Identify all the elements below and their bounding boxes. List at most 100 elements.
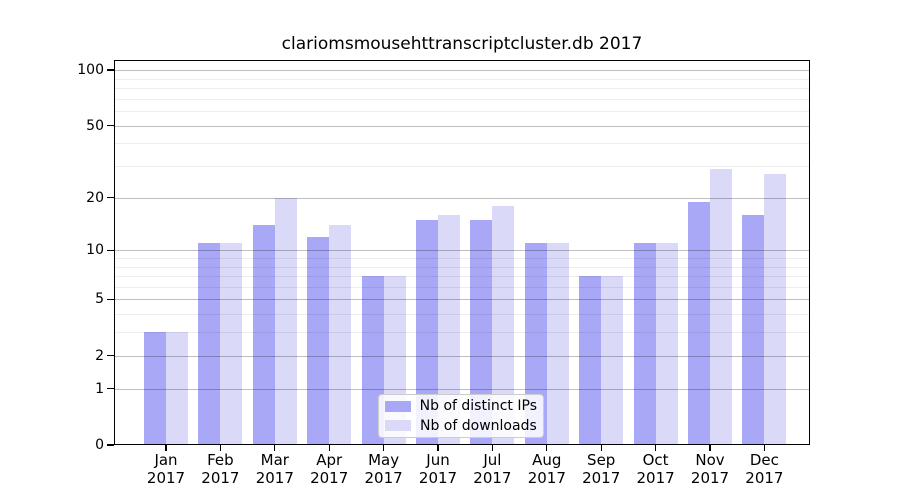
- x-axis-label: Jul 2017: [452, 451, 532, 487]
- bar-distinct-ips: [579, 276, 602, 445]
- y-axis-tick-mark: [107, 197, 114, 199]
- minor-gridline: [114, 258, 810, 259]
- bar-downloads: [274, 197, 297, 445]
- x-axis-label-year: 2017: [636, 468, 675, 487]
- y-axis-tick-mark: [107, 355, 114, 357]
- bar-distinct-ips: [416, 219, 438, 445]
- legend-swatch-downloads: [385, 420, 411, 432]
- x-axis-label-year: 2017: [310, 468, 349, 487]
- y-axis-tick-label: 5: [95, 291, 104, 308]
- legend-label-distinct-ips: Nb of distinct IPs: [419, 398, 537, 415]
- bar-distinct-ips: [198, 243, 221, 445]
- y-axis-tick-label: 1: [95, 380, 104, 397]
- bar-downloads: [601, 276, 624, 445]
- major-gridline: [114, 197, 810, 199]
- y-axis-tick-label: 50: [86, 117, 104, 134]
- bar-distinct-ips: [144, 332, 166, 445]
- bar-distinct-ips: [307, 236, 330, 445]
- legend-item-downloads: Nb of downloads: [385, 418, 537, 435]
- y-axis-tick-mark: [107, 388, 114, 390]
- bar-downloads: [329, 225, 352, 445]
- major-gridline: [114, 125, 810, 127]
- x-axis-label-month: Nov: [695, 451, 725, 469]
- x-axis-label: Apr 2017: [289, 451, 369, 487]
- x-axis-tick-mark: [382, 445, 385, 451]
- chart-title: clariomsmousehttranscriptcluster.db 2017: [281, 34, 643, 54]
- minor-gridline: [114, 276, 810, 278]
- y-axis-tick-mark: [107, 249, 114, 251]
- minor-gridline: [114, 98, 810, 100]
- legend: Nb of distinct IPs Nb of downloads: [378, 394, 544, 438]
- y-axis-tick-mark: [107, 69, 114, 71]
- legend-item-distinct-ips: Nb of distinct IPs: [385, 398, 537, 415]
- x-axis-tick-mark: [437, 445, 439, 451]
- x-axis-label-year: 2017: [745, 468, 784, 487]
- x-axis-label: Sep 2017: [561, 451, 641, 487]
- minor-gridline: [114, 111, 810, 113]
- x-axis-label-year: 2017: [582, 468, 621, 487]
- bar-downloads: [655, 243, 678, 445]
- x-axis-label-month: Apr: [316, 451, 343, 469]
- x-axis-label-year: 2017: [255, 468, 294, 487]
- x-axis-label-year: 2017: [201, 468, 240, 487]
- x-axis-label-month: Mar: [260, 451, 289, 469]
- x-axis-tick-mark: [165, 445, 167, 451]
- minor-gridline: [114, 332, 810, 334]
- x-axis-label: Jun 2017: [398, 451, 478, 487]
- x-axis-tick-mark: [709, 445, 711, 451]
- x-axis-label: Feb 2017: [180, 451, 260, 487]
- x-axis-label: Mar 2017: [235, 451, 315, 487]
- x-axis-label-year: 2017: [364, 468, 403, 487]
- x-axis-tick-mark: [654, 445, 657, 451]
- bar-distinct-ips: [252, 225, 275, 445]
- x-axis-label-year: 2017: [418, 468, 458, 487]
- minor-gridline: [114, 143, 810, 145]
- x-axis-tick-mark: [219, 445, 222, 451]
- major-gridline: [114, 299, 810, 301]
- x-axis-tick-mark: [274, 445, 276, 451]
- bar-downloads: [492, 205, 515, 445]
- minor-gridline: [114, 266, 810, 268]
- minor-gridline: [114, 314, 810, 316]
- x-axis-label-month: Oct: [642, 451, 669, 469]
- x-axis-label: Dec 2017: [724, 451, 804, 487]
- x-axis-label-year: 2017: [473, 468, 512, 487]
- bar-distinct-ips: [688, 201, 710, 445]
- y-axis-tick-label: 0: [95, 437, 104, 453]
- legend-label-downloads: Nb of downloads: [420, 417, 537, 434]
- major-gridline: [114, 70, 810, 72]
- minor-gridline: [114, 166, 810, 168]
- legend-swatch-distinct-ips: [385, 400, 411, 412]
- x-axis-tick-mark: [328, 445, 330, 451]
- bar-downloads: [764, 174, 787, 445]
- y-axis-tick-label: 20: [86, 189, 104, 206]
- bar-downloads: [546, 243, 569, 445]
- y-axis-tick-mark: [107, 298, 114, 301]
- x-axis-label: Jan 2017: [126, 451, 206, 487]
- x-axis-label-month: Jun: [426, 451, 450, 469]
- x-axis-label-month: Jul: [483, 451, 502, 469]
- minor-gridline: [114, 88, 810, 90]
- x-axis-tick-mark: [491, 445, 494, 451]
- y-axis-tick-label: 2: [95, 347, 104, 364]
- bar-downloads: [220, 243, 243, 445]
- y-axis-tick-label: 100: [77, 62, 104, 79]
- bar-distinct-ips: [742, 214, 765, 445]
- x-axis-label-year: 2017: [690, 468, 730, 487]
- bar-distinct-ips: [470, 219, 493, 445]
- y-axis-tick-mark: [107, 444, 114, 446]
- y-axis-tick-mark: [107, 124, 114, 127]
- major-gridline: [114, 388, 810, 390]
- x-axis-label-month: Aug: [532, 451, 562, 469]
- y-axis-tick-label: 10: [86, 242, 104, 259]
- x-axis-tick-mark: [546, 445, 548, 451]
- x-axis-label-year: 2017: [527, 468, 566, 487]
- major-gridline: [114, 250, 810, 252]
- x-axis-tick-mark: [600, 445, 602, 451]
- x-axis-label: Oct 2017: [616, 451, 696, 487]
- bar-downloads: [710, 168, 732, 445]
